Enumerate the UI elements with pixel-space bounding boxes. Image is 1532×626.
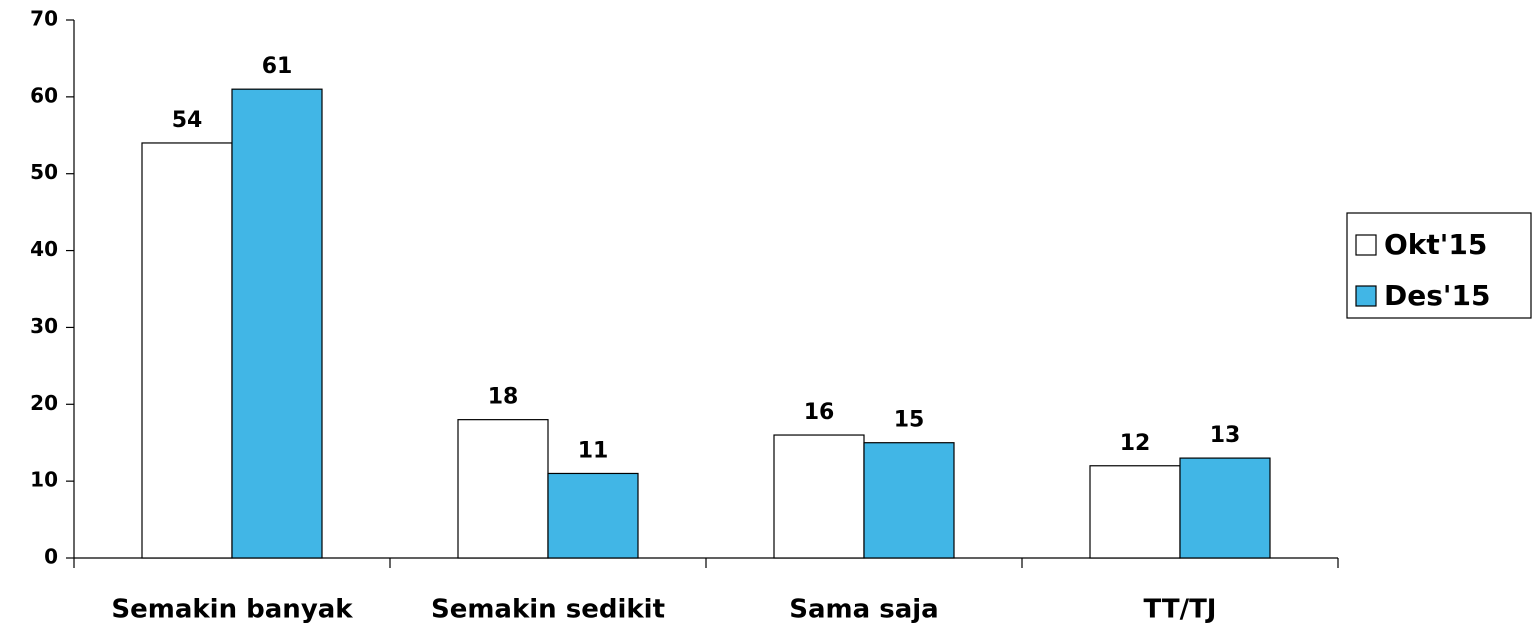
legend-label: Des'15	[1384, 279, 1490, 312]
y-tick-label: 50	[30, 160, 58, 184]
y-tick-label: 30	[30, 314, 58, 338]
bar	[547, 472, 639, 559]
y-tick-label: 60	[30, 83, 58, 107]
bar	[457, 419, 549, 559]
data-label: 13	[1210, 423, 1241, 448]
y-tick-label: 0	[44, 545, 58, 569]
data-label: 11	[578, 438, 609, 463]
bar	[1089, 465, 1181, 559]
x-tick-label: TT/TJ	[1144, 595, 1217, 625]
data-label: 61	[262, 54, 293, 79]
data-label: 16	[804, 400, 835, 425]
data-label: 18	[488, 385, 519, 410]
data-label: 54	[172, 108, 203, 133]
y-tick-label: 70	[30, 7, 58, 31]
bar	[1179, 457, 1271, 559]
data-label: 15	[894, 408, 925, 433]
y-tick-label: 40	[30, 237, 58, 261]
data-label: 12	[1120, 431, 1151, 456]
bar	[863, 442, 955, 559]
bar	[773, 434, 865, 559]
y-tick-label: 10	[30, 468, 58, 492]
x-tick-label: Semakin sedikit	[431, 595, 665, 625]
legend-label: Okt'15	[1384, 228, 1487, 261]
legend-swatch	[1355, 234, 1377, 256]
x-tick-label: Sama saja	[789, 595, 938, 625]
bar	[141, 142, 233, 559]
legend-box	[1346, 212, 1532, 319]
bar	[231, 88, 323, 559]
y-tick-label: 20	[30, 391, 58, 415]
x-tick-label: Semakin banyak	[111, 595, 353, 625]
legend-swatch	[1355, 285, 1377, 307]
